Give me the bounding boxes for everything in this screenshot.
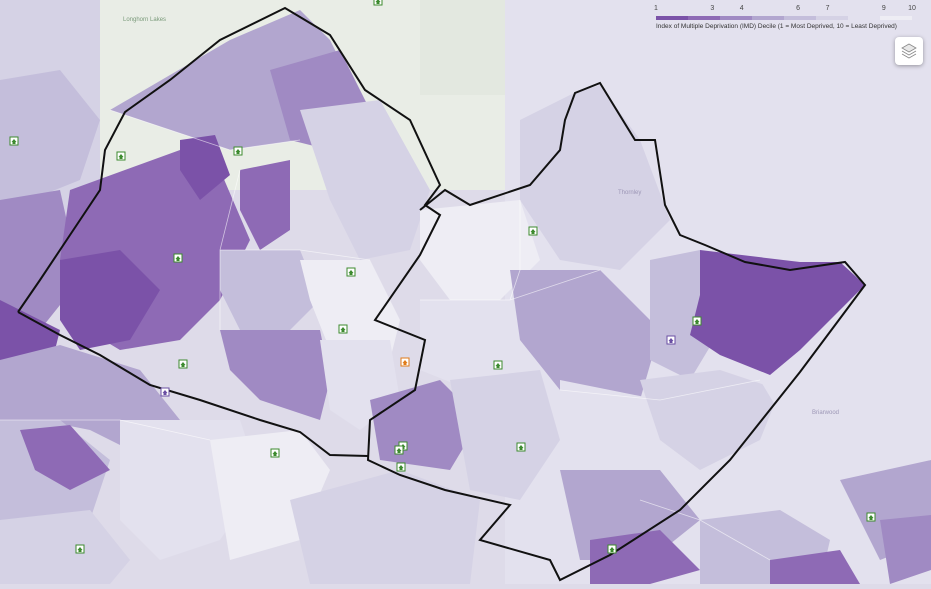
legend-tick: 4	[739, 5, 744, 12]
area	[510, 270, 660, 400]
legend-tick: 10	[908, 5, 916, 12]
legend-swatch	[848, 16, 880, 20]
study-area-boundary	[17, 6, 867, 582]
legend-ticks: 1 3 4 6 7 9 10	[654, 5, 916, 15]
area	[690, 250, 865, 375]
area	[520, 85, 670, 270]
green-area	[420, 0, 510, 95]
legend-swatch	[656, 16, 688, 20]
legend-tick: 6	[796, 5, 801, 12]
area	[770, 550, 860, 584]
area	[220, 330, 330, 420]
area	[640, 370, 780, 470]
legend-tick: 3	[710, 5, 715, 12]
place-label: Thornley	[618, 190, 642, 196]
imd-legend: 1 3 4 6 7 9 10 Index of Multiple Depriva…	[654, 5, 916, 30]
area	[240, 160, 290, 250]
legend-tick: 7	[825, 5, 830, 12]
area	[420, 200, 540, 300]
legend-color-ramp	[656, 16, 912, 20]
lake-label: Longhorn Lakes	[123, 17, 167, 23]
legend-swatch	[688, 16, 720, 20]
area	[20, 425, 110, 490]
legend-swatch	[784, 16, 816, 20]
area	[300, 260, 400, 360]
legend-swatch	[752, 16, 784, 20]
area	[590, 530, 700, 584]
area	[60, 250, 160, 350]
layers-icon	[901, 43, 917, 59]
hospital-marker	[400, 357, 410, 367]
area	[220, 250, 320, 330]
area	[880, 515, 931, 584]
place-label: Briarwood	[812, 410, 840, 416]
legend-tick: 9	[881, 5, 886, 12]
area	[760, 360, 931, 470]
area	[0, 510, 130, 584]
area	[300, 100, 430, 260]
area	[0, 70, 100, 210]
legend-swatch	[816, 16, 848, 20]
area	[290, 470, 480, 584]
area	[180, 135, 230, 200]
practice-markers	[160, 335, 676, 397]
layers-button[interactable]	[895, 37, 923, 65]
area	[450, 370, 560, 500]
study-area-boundary	[17, 311, 369, 457]
school-markers	[9, 0, 876, 554]
legend-swatch	[880, 16, 912, 20]
legend-tick: 1	[654, 5, 658, 12]
legend-title: Index of Multiple Deprivation (IMD) Deci…	[656, 23, 897, 30]
legend-swatch	[720, 16, 752, 20]
